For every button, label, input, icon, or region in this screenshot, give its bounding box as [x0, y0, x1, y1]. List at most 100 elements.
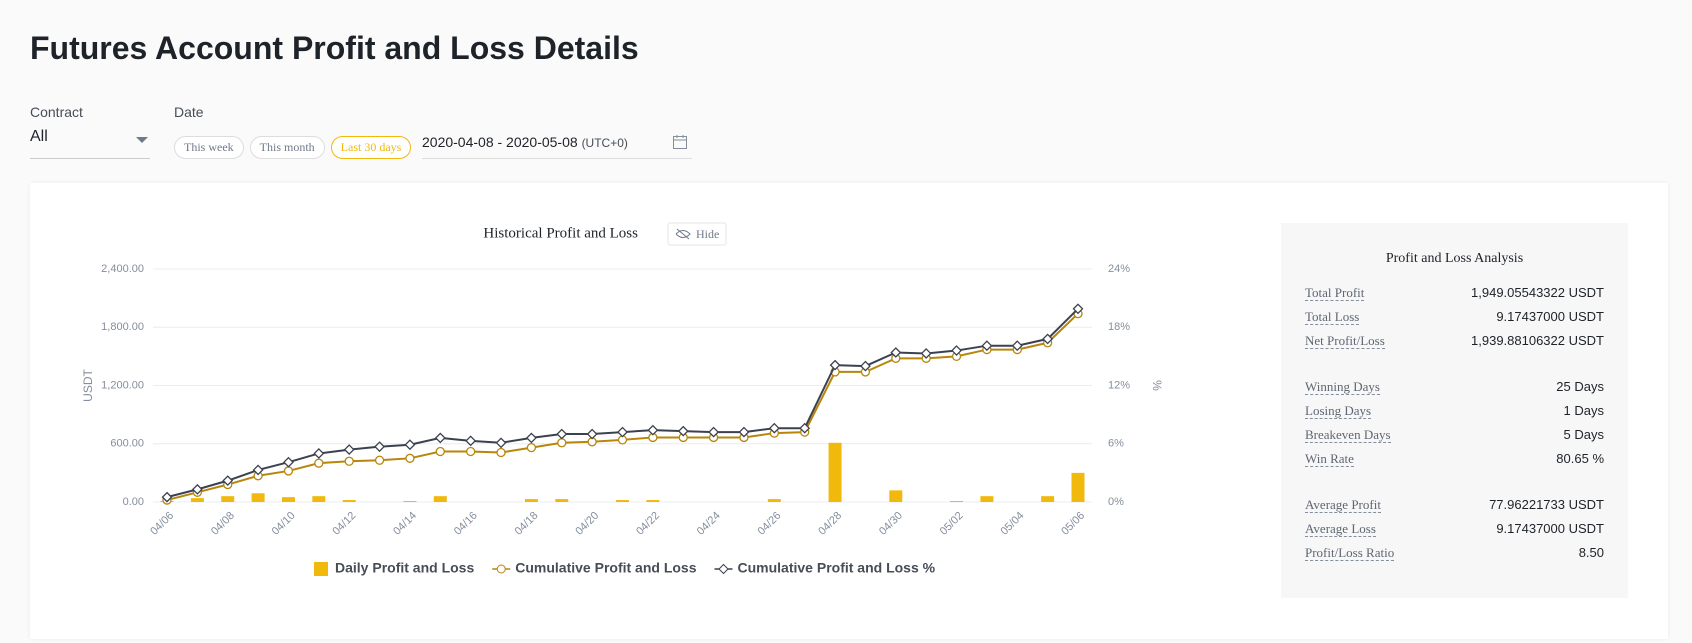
metric-value: 25 Days: [1556, 379, 1604, 394]
point-marker: [556, 428, 568, 440]
point-marker: [981, 340, 993, 352]
bar: [616, 500, 629, 502]
line-series: [166, 308, 1079, 499]
point-marker: [738, 426, 750, 438]
bar: [767, 499, 781, 502]
line-series: [166, 312, 1079, 502]
point-marker: [405, 453, 415, 463]
analysis-row: Net Profit/Loss 1,939.88106322 USDT: [1305, 333, 1604, 353]
range-button[interactable]: This week: [174, 136, 244, 159]
analysis-row: Total Profit 1,949.05543322 USDT: [1305, 285, 1604, 305]
x-tick-label: 04/24: [695, 510, 723, 538]
chart-title: Historical Profit and Loss: [483, 225, 638, 241]
point-marker: [526, 442, 537, 453]
bar: [889, 490, 903, 502]
metric-label: Winning Days: [1305, 379, 1380, 395]
x-tick-label: 04/22: [634, 510, 662, 538]
legend-entry[interactable]: Daily Profit and Loss: [314, 560, 474, 576]
y-tick-label: 1,800.00: [101, 321, 144, 333]
range-button[interactable]: This month: [249, 136, 325, 159]
point-marker: [586, 428, 598, 440]
point-marker: [191, 483, 203, 495]
y2-tick-label: 0%: [1108, 496, 1124, 508]
legend-label: Daily Profit and Loss: [335, 560, 474, 576]
range-button[interactable]: Last 30 days: [330, 136, 412, 159]
y2-tick-label: 12%: [1108, 379, 1130, 391]
point-marker: [222, 475, 234, 487]
legend-entry[interactable]: Cumulative Profit and Loss: [492, 560, 697, 576]
y-tick-label: 600.00: [110, 438, 144, 450]
bar: [342, 500, 356, 502]
hide-label: Hide: [696, 227, 719, 241]
calendar-icon: [673, 135, 687, 149]
y2-tick-label: 6%: [1108, 438, 1124, 450]
y-tick-label: 0.00: [123, 496, 144, 508]
point-marker: [465, 435, 477, 447]
analysis-panel: Profit and Loss Analysis Total Profit 1,9…: [1281, 223, 1628, 598]
legend-entry[interactable]: Cumulative Profit and Loss %: [714, 560, 936, 576]
page-title: Futures Account Profit and Loss Details: [30, 30, 639, 66]
metric-value: 1,949.05543322 USDT: [1471, 285, 1604, 300]
metric-label: Net Profit/Loss: [1305, 333, 1385, 349]
metric-value: 5 Days: [1563, 427, 1604, 442]
point-marker: [617, 426, 628, 438]
point-marker: [252, 464, 264, 476]
legend-swatch: [314, 562, 328, 576]
bar: [251, 493, 265, 502]
bar: [646, 500, 660, 502]
y-axis-label: USDT: [81, 369, 95, 402]
bar: [524, 499, 538, 502]
hide-button[interactable]: Hide: [667, 222, 727, 246]
x-tick-label: 04/14: [391, 510, 419, 538]
metric-label: Win Rate: [1305, 451, 1354, 467]
point-marker: [343, 444, 355, 455]
bar: [433, 496, 447, 502]
legend-marker: [718, 563, 729, 575]
point-marker: [374, 455, 385, 465]
bar: [1041, 496, 1055, 502]
metric-label: Average Profit: [1305, 497, 1381, 513]
contract-select[interactable]: All: [30, 128, 150, 159]
point-marker: [496, 447, 506, 458]
metric-label: Profit/Loss Ratio: [1305, 545, 1395, 561]
point-marker: [161, 491, 173, 503]
x-tick-label: 04/20: [573, 510, 601, 538]
hide-button-box: [667, 222, 727, 246]
point-marker: [283, 456, 294, 468]
x-tick-label: 05/04: [998, 510, 1026, 538]
point-marker: [799, 422, 811, 434]
metric-value: 9.17437000 USDT: [1496, 521, 1604, 536]
point-marker: [404, 439, 416, 451]
x-tick-label: 04/10: [270, 510, 298, 538]
date-range-input[interactable]: 2020-04-08 - 2020-05-08 (UTC+0): [422, 134, 692, 159]
bar: [555, 499, 569, 502]
metric-value: 8.50: [1578, 545, 1604, 560]
analysis-row: Win Rate 80.65 %: [1305, 451, 1604, 471]
timezone: (UTC+0): [581, 136, 628, 150]
point-marker: [525, 432, 537, 444]
metric-label: Average Loss: [1305, 521, 1376, 537]
point-marker: [557, 438, 567, 448]
analysis-row: Average Loss 9.17437000 USDT: [1305, 521, 1604, 541]
analysis-row: Average Profit 77.96221733 USDT: [1305, 497, 1604, 517]
analysis-row: Losing Days 1 Days: [1305, 403, 1604, 423]
point-marker: [890, 347, 902, 358]
dropdown-arrow: [136, 137, 148, 143]
point-marker: [313, 448, 325, 459]
x-tick-label: 04/16: [452, 510, 480, 538]
metric-label: Losing Days: [1305, 403, 1372, 419]
x-tick-label: 04/18: [513, 510, 541, 538]
bar: [828, 442, 842, 502]
x-tick-label: 04/26: [756, 510, 784, 538]
point-marker: [920, 348, 932, 359]
y-tick-label: 1,200.00: [101, 379, 144, 391]
contract-value: All: [30, 128, 48, 145]
point-marker: [314, 458, 324, 468]
point-marker: [829, 359, 841, 371]
bar: [221, 496, 235, 502]
x-tick-label: 04/30: [877, 510, 905, 538]
y2-tick-label: 24%: [1108, 263, 1130, 275]
x-tick-label: 05/06: [1059, 510, 1087, 538]
metric-label: Breakeven Days: [1305, 427, 1391, 443]
